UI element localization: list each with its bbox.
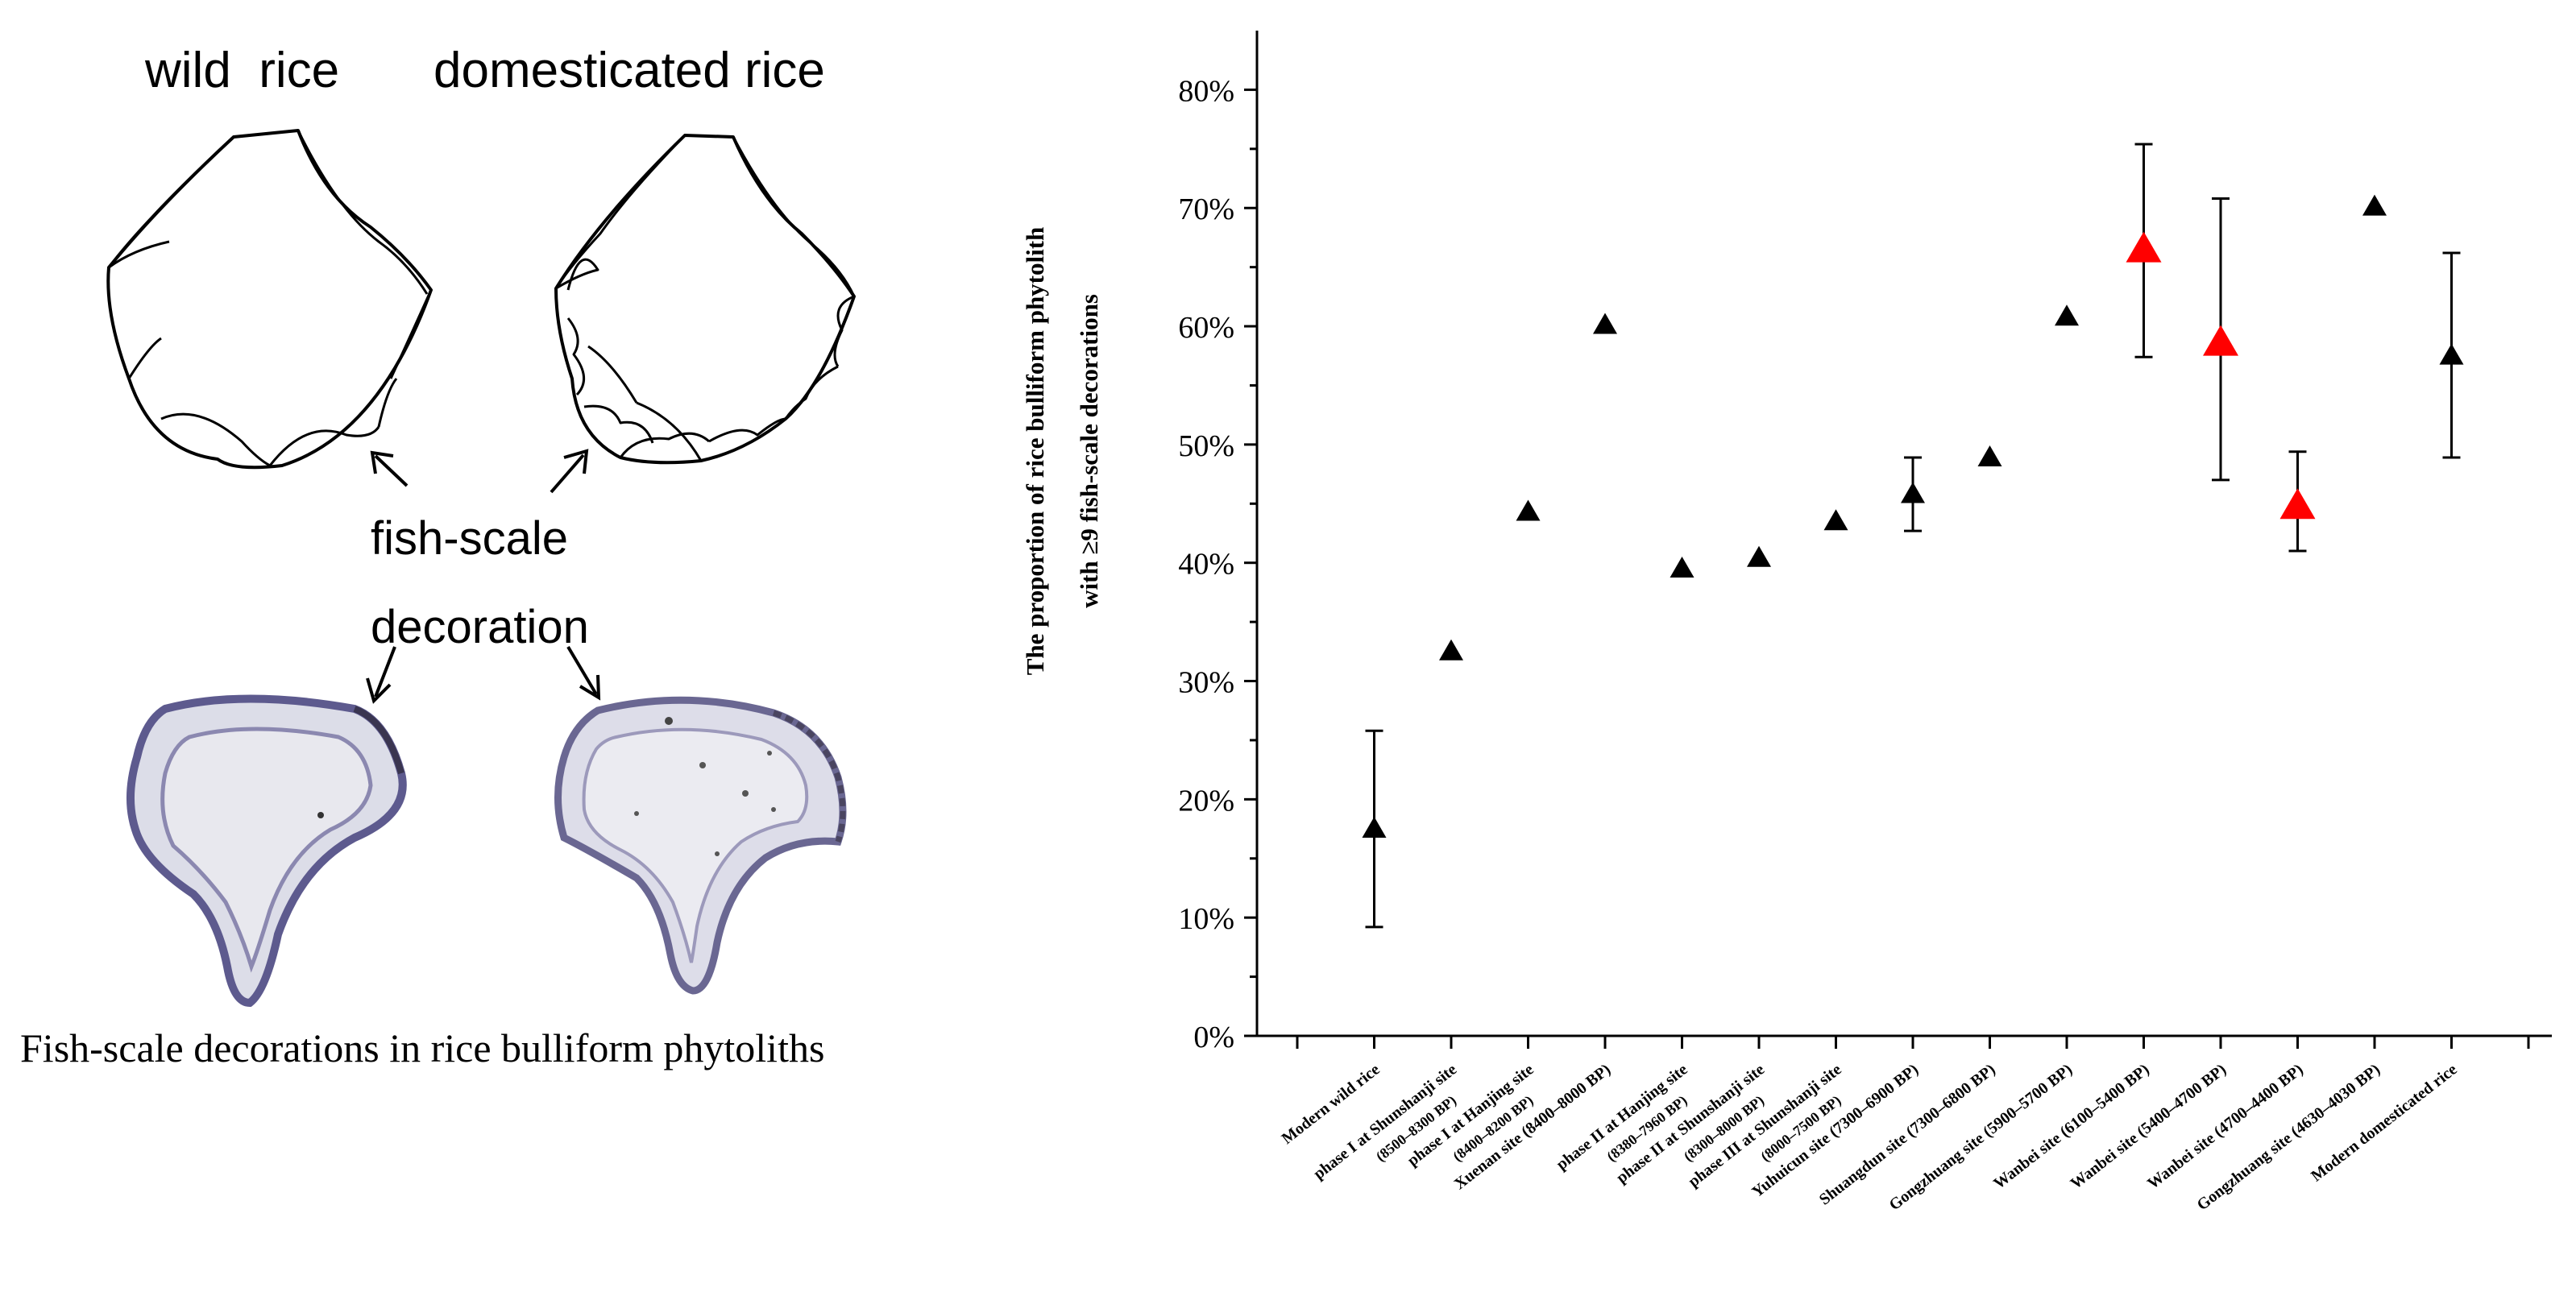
x-category-label-line-1: Wanbei site (5400–4700 BP) — [2068, 1061, 2230, 1193]
y-tick-label: 80% — [1178, 74, 1234, 108]
x-category-label: Wanbei site (5400–4700 BP) — [2068, 1061, 2230, 1193]
x-category-label: Xuenan site (8400–8000 BP) — [1451, 1061, 1614, 1194]
x-category-label-line-1: Wanbei site (6100–5400 BP) — [1990, 1061, 2152, 1193]
x-category-label-line-1: phase I at Shunshanji site — [1310, 1061, 1460, 1183]
black-triangle-marker — [1977, 445, 2002, 466]
black-triangle-marker — [1747, 545, 1771, 567]
black-triangle-marker — [1670, 556, 1695, 578]
error-bars — [1365, 143, 2461, 929]
y-axis-ticks: 0% 10% 20% 30% 40% 50% 60% 70% 80% — [1178, 74, 1257, 1054]
black-triangle-marker — [1823, 509, 1848, 531]
y-tick-label: 20% — [1178, 784, 1234, 818]
red-triangle-marker — [2126, 231, 2162, 263]
domesticated-rice-label: domesticated rice — [433, 43, 825, 98]
x-category-label: Modern domesticated rice — [2308, 1061, 2461, 1186]
wild-rice-label: wild rice — [144, 43, 339, 98]
black-triangle-marker — [1516, 499, 1541, 521]
y-tick-label: 50% — [1178, 429, 1234, 463]
y-tick-label: 0% — [1193, 1021, 1234, 1054]
x-category-label-line-1: Wanbei site (4700–4400 BP) — [2144, 1061, 2306, 1193]
y-tick-label: 10% — [1178, 902, 1234, 936]
black-triangle-marker — [1593, 313, 1617, 334]
black-triangle-marker — [1362, 816, 1387, 838]
wild-rice-phytolith-micrograph — [127, 694, 407, 1008]
x-axis-ticks — [1296, 1036, 2530, 1049]
y-tick-label: 60% — [1178, 311, 1234, 345]
arrow-to-wild-drawing — [370, 450, 409, 487]
x-category-label-line-1: Modern domesticated rice — [2308, 1061, 2461, 1186]
phytolith-illustration: wild rice domesticated rice — [20, 43, 856, 1070]
y-tick-label: 30% — [1178, 666, 1234, 700]
x-category-label: Wanbei site (4700–4400 BP) — [2144, 1061, 2306, 1193]
wild-rice-outline-drawing — [106, 129, 433, 470]
fish-scale-label: fish-scale — [371, 512, 568, 565]
arrow-to-domesticated-micrograph — [566, 645, 601, 701]
y-tick-label: 70% — [1178, 193, 1234, 226]
decoration-label: decoration — [371, 601, 589, 653]
chart-axes — [1255, 31, 2552, 1037]
arrow-to-wild-micrograph — [366, 646, 396, 704]
x-category-label-line-1: phase II at Shunshanji site — [1613, 1061, 1768, 1187]
y-tick-label: 40% — [1178, 548, 1234, 582]
black-triangle-marker — [1439, 639, 1463, 660]
domesticated-rice-outline-drawing — [554, 134, 856, 465]
illustration-caption: Fish-scale decorations in rice bulliform… — [20, 1025, 824, 1070]
black-triangle-marker — [2362, 194, 2387, 216]
arrow-to-domesticated-drawing — [550, 449, 589, 494]
y-axis-label-line-2: with ≥9 fish-scale decorations — [1075, 294, 1103, 608]
black-triangle-marker — [2055, 304, 2079, 326]
data-markers — [1362, 194, 2464, 838]
black-triangle-marker — [2439, 343, 2464, 365]
red-triangle-marker — [2279, 488, 2316, 520]
y-axis-label-line-1: The proportion of rice bulliform phytoli… — [1021, 227, 1049, 676]
red-triangle-marker — [2203, 325, 2238, 356]
black-triangle-marker — [1901, 482, 1925, 503]
scatter-chart: The proportion of rice bulliform phytoli… — [1021, 31, 2552, 1214]
x-category-label-line-1: Xuenan site (8400–8000 BP) — [1451, 1061, 1614, 1194]
domesticated-rice-phytolith-micrograph — [554, 696, 847, 995]
x-category-label: Wanbei site (6100–5400 BP) — [1990, 1061, 2152, 1193]
x-category-label-line-1: phase III at Shunshanji site — [1685, 1061, 1844, 1191]
